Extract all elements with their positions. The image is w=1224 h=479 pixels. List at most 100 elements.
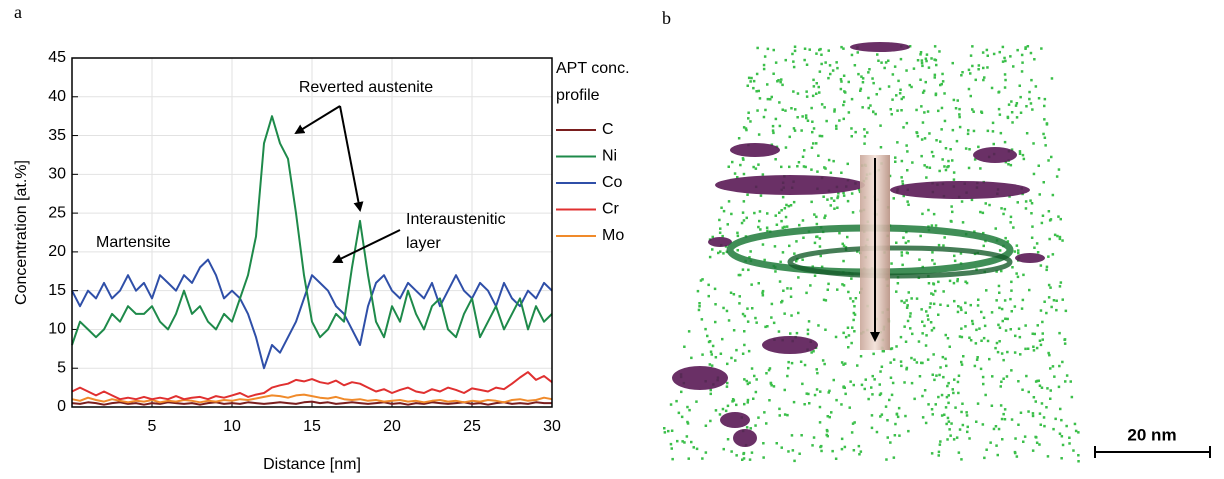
atom — [933, 262, 936, 266]
isosurface — [973, 147, 1017, 163]
atom — [733, 172, 737, 175]
atom — [1047, 283, 1051, 287]
atom — [774, 158, 777, 161]
atom — [977, 298, 980, 301]
atom — [708, 340, 712, 343]
atom — [999, 385, 1002, 388]
atom — [979, 210, 982, 214]
atom — [1073, 422, 1077, 426]
atom — [969, 54, 973, 57]
atom — [922, 89, 926, 93]
atom — [847, 80, 850, 84]
atom — [923, 111, 926, 114]
atom — [893, 434, 897, 437]
atom — [1001, 45, 1005, 49]
atom — [952, 438, 956, 441]
atom — [757, 225, 760, 229]
atom — [1024, 207, 1028, 210]
atom — [820, 265, 824, 269]
atom — [805, 116, 808, 120]
atom — [750, 283, 753, 286]
atom — [889, 441, 892, 444]
atom — [772, 72, 775, 75]
atom — [935, 374, 938, 377]
atom — [958, 125, 962, 129]
atom — [754, 167, 758, 170]
atom — [767, 368, 771, 372]
atom — [899, 57, 903, 61]
y-tick-label: 0 — [57, 398, 66, 415]
atom — [988, 203, 991, 207]
atom — [1028, 90, 1031, 94]
atom — [934, 289, 937, 293]
atom — [686, 405, 689, 409]
atom — [757, 416, 760, 419]
atom — [991, 375, 994, 378]
atom — [818, 421, 822, 424]
atom — [1016, 48, 1019, 52]
atom — [932, 282, 935, 285]
atom — [757, 282, 760, 285]
atom — [961, 402, 964, 405]
atom — [812, 436, 816, 439]
atom — [714, 409, 718, 412]
atom — [919, 78, 922, 81]
atom — [726, 362, 729, 366]
atom — [774, 214, 777, 217]
atom — [1002, 358, 1005, 362]
atom — [853, 313, 857, 316]
atom — [905, 69, 908, 72]
atom — [709, 350, 713, 353]
atom — [939, 440, 942, 443]
atom — [1011, 266, 1014, 269]
atom — [896, 282, 900, 285]
atom — [761, 243, 765, 246]
atom — [829, 171, 833, 174]
atom — [770, 143, 774, 146]
atom — [928, 132, 931, 135]
atom — [774, 61, 778, 64]
y-tick-label: 5 — [57, 359, 66, 376]
atom — [786, 287, 789, 290]
atom — [784, 215, 788, 219]
isosurface — [730, 143, 780, 157]
atom — [879, 370, 882, 373]
atom — [998, 249, 1002, 252]
atom — [997, 284, 1001, 288]
atom — [1003, 207, 1007, 211]
atom — [917, 340, 921, 343]
atom — [1039, 423, 1042, 426]
atom — [903, 381, 906, 384]
atom — [743, 378, 746, 381]
atom — [958, 115, 961, 119]
atom — [1068, 442, 1071, 445]
atom — [1052, 427, 1055, 431]
atom — [952, 281, 956, 285]
atom — [1058, 331, 1061, 335]
isosurface — [715, 175, 865, 195]
atom — [834, 457, 838, 460]
atom — [1010, 310, 1013, 313]
atom — [778, 124, 782, 128]
atom — [966, 430, 969, 434]
atom — [781, 83, 784, 87]
atom — [1061, 239, 1064, 242]
atom — [991, 130, 995, 133]
atom — [904, 340, 908, 343]
atom — [675, 399, 678, 403]
atom — [1012, 65, 1015, 68]
atom — [1031, 225, 1034, 228]
atom — [721, 407, 725, 411]
atom — [850, 135, 853, 138]
atom — [920, 154, 923, 158]
atom — [890, 393, 894, 397]
atom — [750, 451, 754, 454]
atom — [670, 447, 673, 450]
y-tick-label: 40 — [48, 88, 66, 105]
atom — [871, 374, 874, 378]
atom — [820, 134, 824, 138]
atom — [722, 252, 725, 255]
atom — [789, 204, 793, 207]
atom — [766, 325, 769, 328]
atom — [781, 251, 785, 254]
